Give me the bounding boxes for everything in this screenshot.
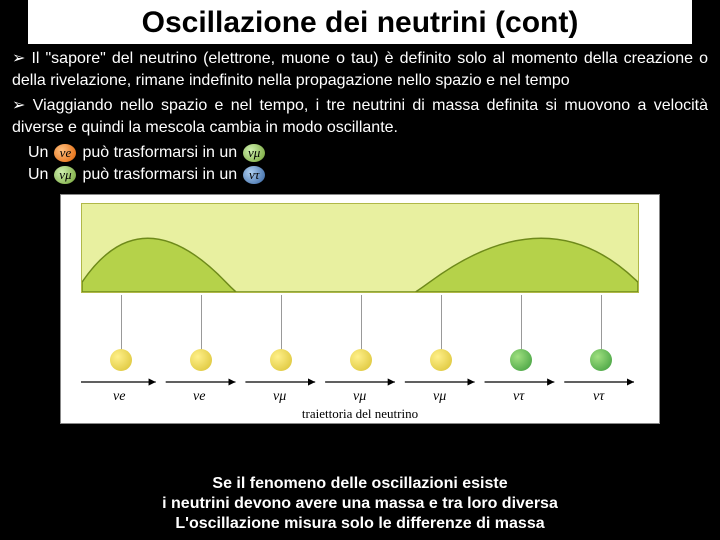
drop-line	[521, 295, 522, 353]
transform-pre: Un	[28, 144, 48, 162]
flavor-label: νμ	[353, 389, 366, 405]
particle-nue-icon: νe	[54, 144, 76, 162]
particle-circle	[510, 349, 532, 371]
bullet-block: Il "sapore" del neutrino (elettrone, muo…	[0, 44, 720, 138]
flavor-label: νμ	[433, 389, 446, 405]
particle-numu-icon: νμ	[54, 166, 76, 184]
transform-line-2: Un νμ può trasformarsi in un ντ	[0, 164, 720, 186]
footer-line-1: Se il fenomeno delle oscillazioni esiste	[0, 474, 720, 494]
flavor-label: ντ	[593, 389, 604, 405]
transform-mid: può trasformarsi in un	[82, 166, 237, 184]
flavor-label: ντ	[513, 389, 524, 405]
footer-line-2: i neutrini devono avere una massa e tra …	[0, 494, 720, 514]
slide-title: Oscillazione dei neutrini (cont)	[28, 0, 692, 44]
flavor-labels: νe νe νμ νμ νμ ντ ντ	[61, 389, 659, 407]
drop-line	[121, 295, 122, 353]
particle-circle	[110, 349, 132, 371]
particle-row	[61, 347, 659, 373]
wave-svg	[82, 204, 638, 292]
particle-circle	[430, 349, 452, 371]
bullet-2: Viaggiando nello spazio e nel tempo, i t…	[12, 95, 708, 138]
drop-line	[281, 295, 282, 353]
arrow-row	[81, 375, 639, 389]
drop-line	[441, 295, 442, 353]
particle-circle	[350, 349, 372, 371]
drop-line	[201, 295, 202, 353]
particle-circle	[190, 349, 212, 371]
bullet-1: Il "sapore" del neutrino (elettrone, muo…	[12, 48, 708, 91]
particle-circle	[270, 349, 292, 371]
transform-pre: Un	[28, 166, 48, 184]
trajectory-label: traiettoria del neutrino	[61, 406, 659, 422]
drop-line	[601, 295, 602, 353]
transform-line-1: Un νe può trasformarsi in un νμ	[0, 142, 720, 164]
transform-mid: può trasformarsi in un	[82, 144, 237, 162]
footer-text: Se il fenomeno delle oscillazioni esiste…	[0, 474, 720, 534]
flavor-label: νe	[193, 389, 205, 405]
flavor-label: νμ	[273, 389, 286, 405]
particle-circle	[590, 349, 612, 371]
particle-nutau-icon: ντ	[243, 166, 265, 184]
particle-numu-icon: νμ	[243, 144, 265, 162]
oscillation-diagram: νe νe νμ νμ νμ ντ ντ traiettoria del neutrino	[60, 194, 660, 424]
drop-line	[361, 295, 362, 353]
wave-path	[82, 239, 638, 293]
flavor-label: νe	[113, 389, 125, 405]
footer-line-3: L'oscillazione misura solo le differenze…	[0, 514, 720, 534]
wave-area	[81, 203, 639, 293]
